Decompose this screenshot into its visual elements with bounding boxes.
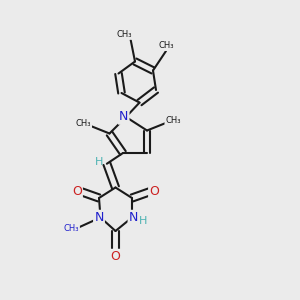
Text: CH₃: CH₃ (64, 224, 79, 233)
Text: N: N (94, 211, 104, 224)
Text: CH₃: CH₃ (158, 41, 174, 50)
Text: O: O (111, 250, 120, 263)
Text: CH₃: CH₃ (76, 119, 91, 128)
Text: N: N (119, 110, 128, 124)
Text: O: O (149, 185, 159, 198)
Text: CH₃: CH₃ (117, 30, 132, 39)
Text: CH₃: CH₃ (165, 116, 181, 125)
Text: O: O (72, 185, 82, 198)
Text: H: H (95, 157, 103, 167)
Text: N: N (129, 211, 138, 224)
Text: H: H (139, 215, 148, 226)
